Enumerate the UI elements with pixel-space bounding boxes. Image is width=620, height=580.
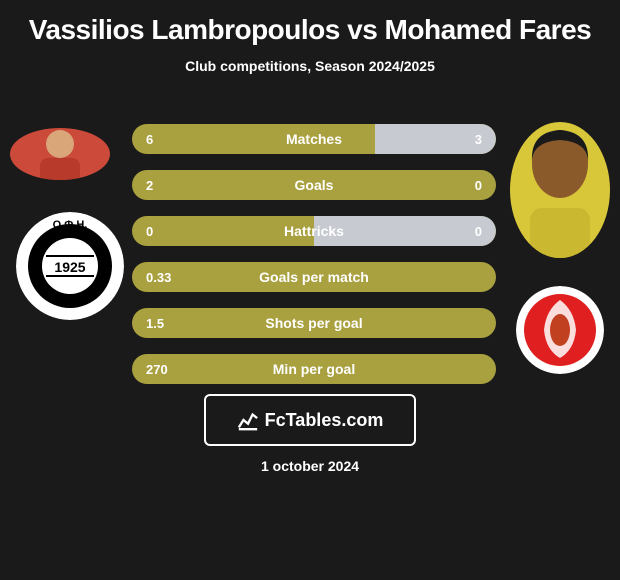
logo-text: FcTables.com <box>265 410 384 431</box>
player2-club-badge <box>516 286 604 374</box>
club1-text: Ο.Φ.Η. <box>53 219 88 231</box>
stat-row: 6Matches3 <box>132 124 496 154</box>
subtitle: Club competitions, Season 2024/2025 <box>0 58 620 74</box>
stat-right-value: 0 <box>475 178 482 193</box>
stat-label: Matches <box>132 131 496 147</box>
date-text: 1 october 2024 <box>0 458 620 474</box>
stat-label: Goals <box>132 177 496 193</box>
player2-avatar <box>510 122 610 258</box>
stat-row: 0.33Goals per match <box>132 262 496 292</box>
stat-label: Shots per goal <box>132 315 496 331</box>
stat-row: 270Min per goal <box>132 354 496 384</box>
page-title: Vassilios Lambropoulos vs Mohamed Fares <box>0 0 620 46</box>
chart-icon <box>237 409 259 431</box>
stat-row: 1.5Shots per goal <box>132 308 496 338</box>
player1-avatar <box>10 128 110 180</box>
stat-row: 0Hattricks0 <box>132 216 496 246</box>
stat-right-value: 0 <box>475 224 482 239</box>
player1-club-badge: Ο.Φ.Η. 1925 <box>16 212 124 320</box>
fctables-logo: FcTables.com <box>204 394 416 446</box>
stat-right-value: 3 <box>475 132 482 147</box>
svg-text:1925: 1925 <box>54 259 85 275</box>
stat-label: Goals per match <box>132 269 496 285</box>
stats-container: 6Matches32Goals00Hattricks00.33Goals per… <box>132 124 496 400</box>
stat-label: Hattricks <box>132 223 496 239</box>
stat-row: 2Goals0 <box>132 170 496 200</box>
stat-label: Min per goal <box>132 361 496 377</box>
